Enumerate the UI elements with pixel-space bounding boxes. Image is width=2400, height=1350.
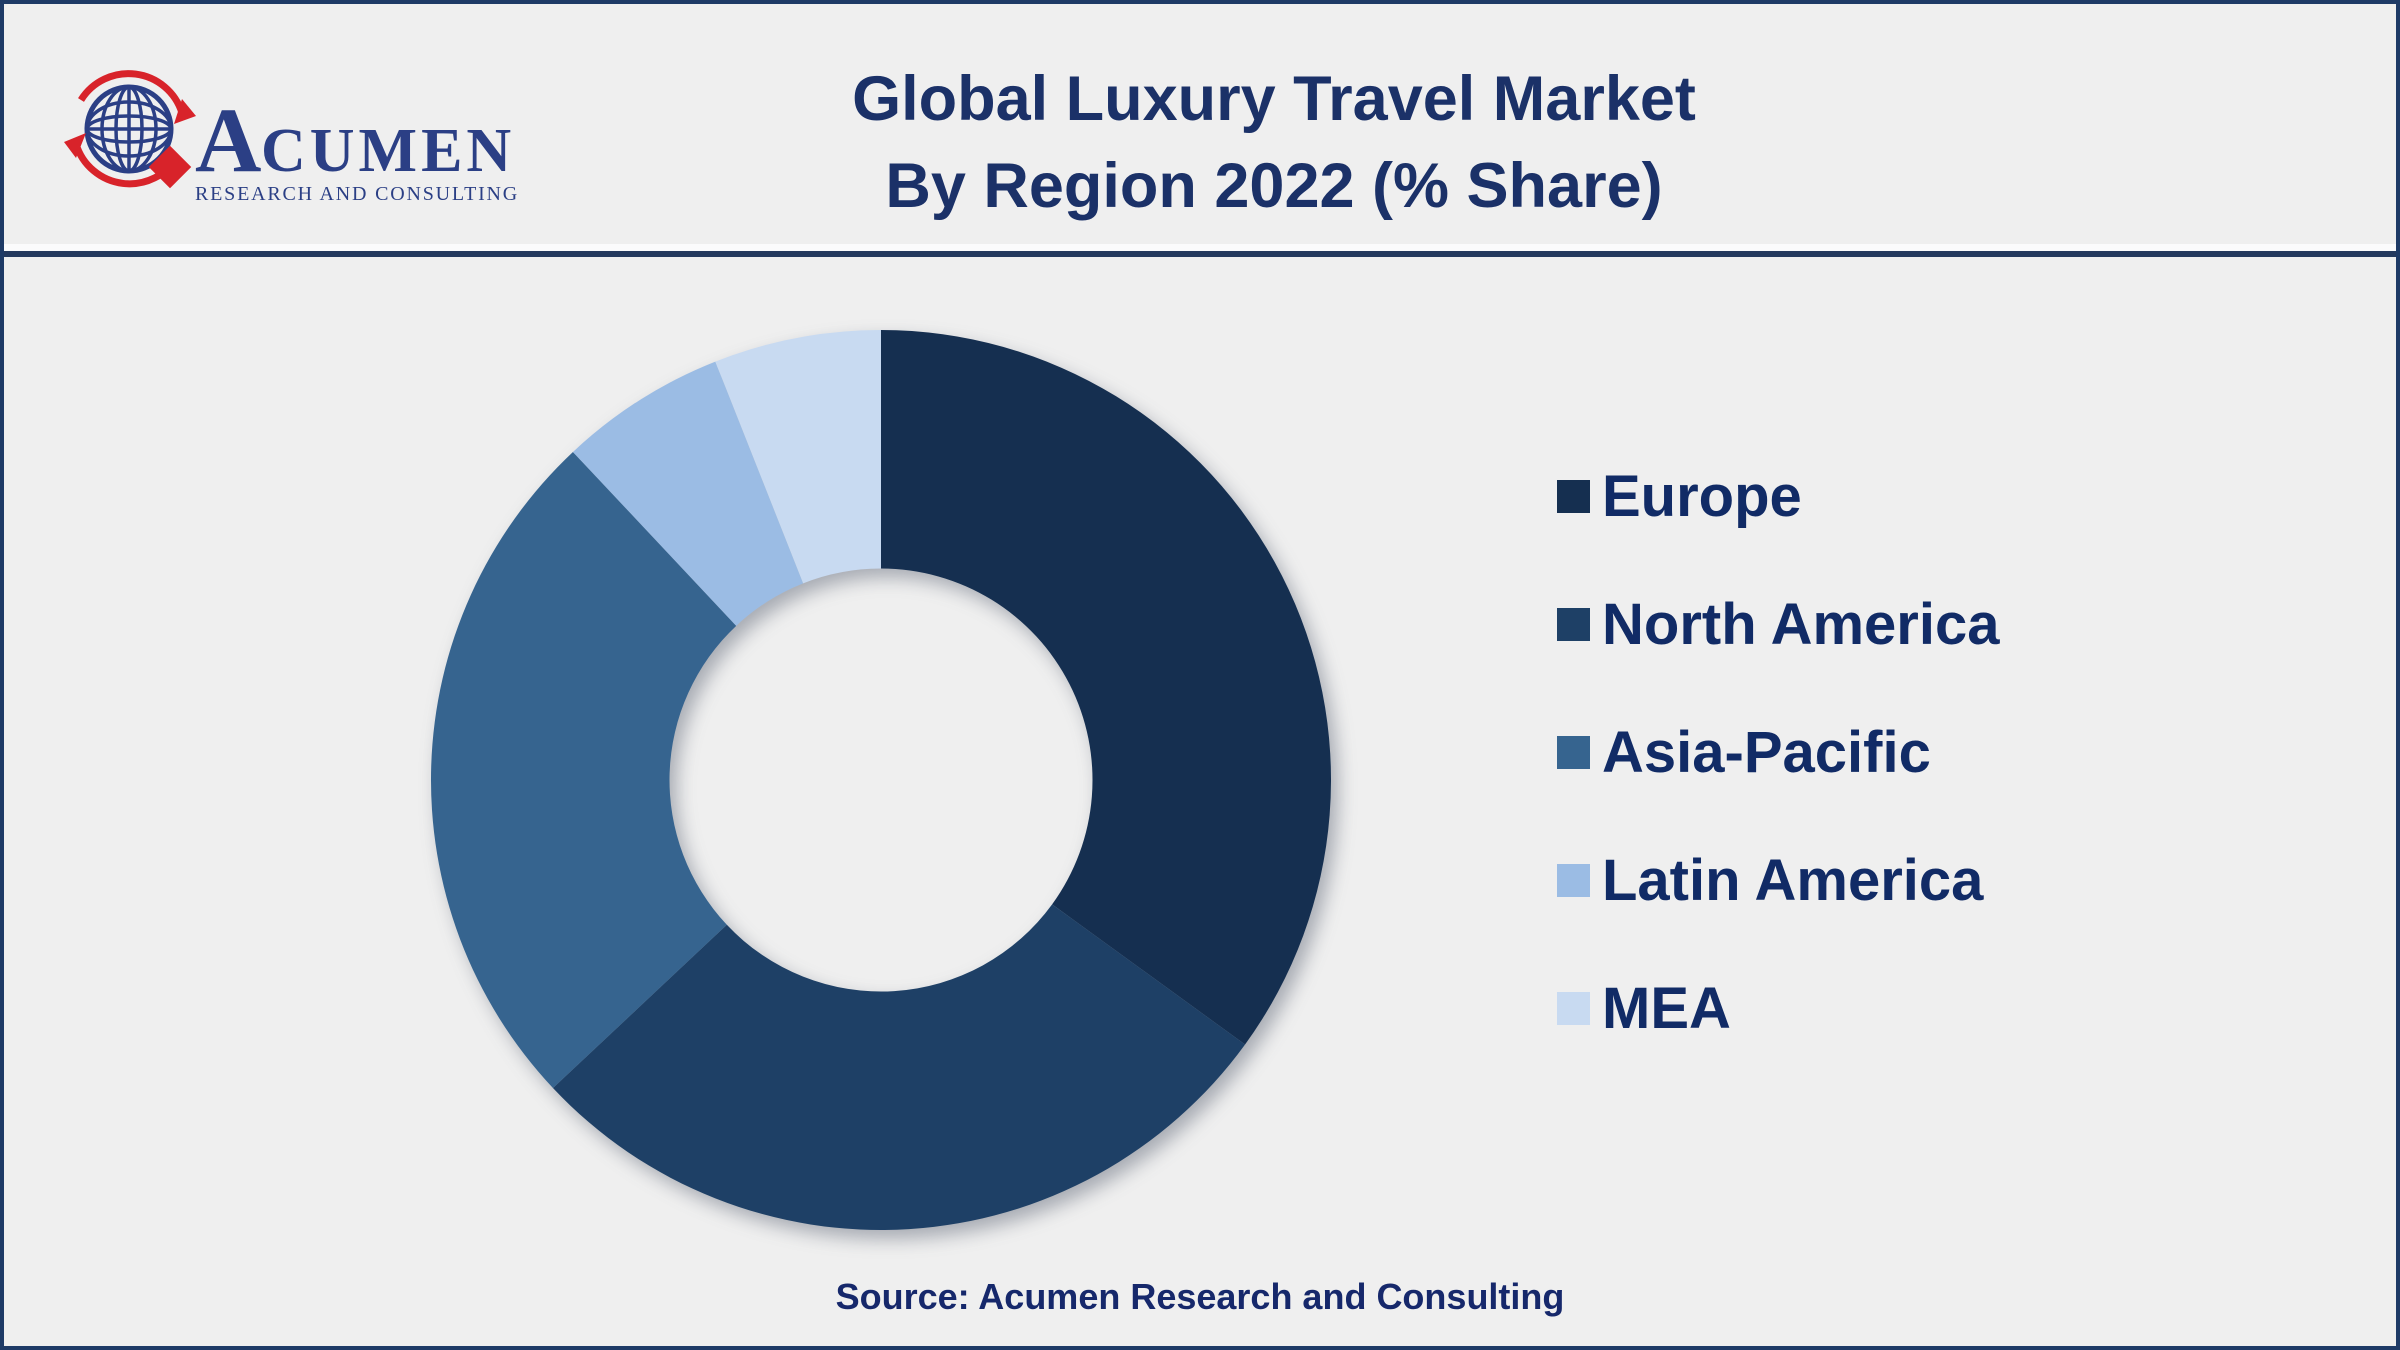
logo-diamond-icon	[148, 145, 192, 189]
logo-brand-initial: A	[195, 89, 261, 191]
header-divider-line	[4, 251, 2396, 257]
logo-orbit-arrowheads	[64, 99, 196, 158]
legend-swatch-icon	[1557, 607, 1590, 641]
acumen-logo: A CUMEN RESEARCH AND CONSULTING	[64, 70, 519, 205]
globe-icon	[84, 84, 174, 174]
legend-swatch-icon	[1557, 991, 1590, 1025]
legend-item-asia-pacific: Asia-Pacific	[1557, 719, 2000, 785]
donut-chart	[430, 330, 1331, 1231]
legend-swatch-icon	[1557, 735, 1590, 769]
legend-item-mea: MEA	[1557, 975, 2000, 1041]
header-highlight-strip	[4, 244, 2396, 251]
donut-slice-europe	[881, 330, 1331, 1045]
chart-title-line2: By Region 2022 (% Share)	[885, 150, 1663, 221]
legend-item-europe: Europe	[1557, 463, 2000, 529]
donut-slice-asia-pacific	[430, 451, 737, 1089]
logo-brand-rest: CUMEN	[261, 117, 515, 185]
legend-swatch-icon	[1557, 479, 1590, 513]
legend-swatch-icon	[1557, 863, 1590, 897]
legend-label: North America	[1602, 591, 2000, 657]
legend-label: Latin America	[1602, 847, 1984, 913]
donut-slice-north-america	[552, 904, 1246, 1231]
logo-subtitle: RESEARCH AND CONSULTING	[195, 183, 519, 205]
chart-title-line1: Global Luxury Travel Market	[852, 64, 1696, 134]
legend-label: Europe	[1602, 463, 1802, 529]
chart-title: Global Luxury Travel Market By Region 20…	[544, 56, 2004, 230]
donut-slice-mea	[715, 330, 881, 584]
donut-slice-latin-america	[572, 361, 804, 626]
legend-item-north-america: North America	[1557, 591, 2000, 657]
legend-label: MEA	[1602, 975, 1731, 1041]
legend-label: Asia-Pacific	[1602, 719, 1931, 785]
source-note: Source: Acumen Research and Consulting	[835, 1276, 1565, 1317]
chart-legend: Europe North America Asia-Pacific Latin Ame…	[1557, 463, 2000, 1103]
legend-item-latin-america: Latin America	[1557, 847, 2000, 913]
